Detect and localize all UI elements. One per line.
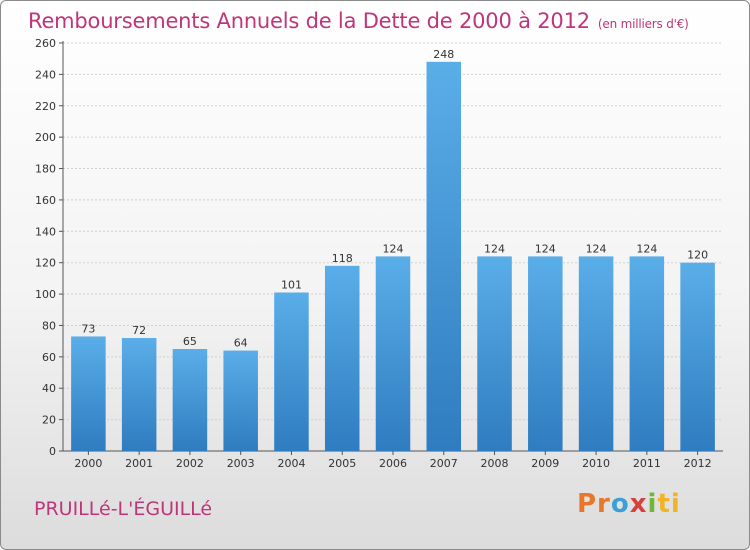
bar	[477, 256, 512, 451]
bar	[680, 262, 715, 451]
y-tick-label: 0	[49, 445, 56, 458]
y-tick-label: 60	[42, 351, 56, 364]
data-label: 124	[484, 242, 505, 255]
bar	[121, 338, 157, 451]
bar	[71, 336, 106, 451]
x-tick-label: 2004	[277, 457, 305, 470]
x-tick-label: 2010	[582, 457, 610, 470]
logo-part: x	[629, 489, 648, 519]
data-label: 124	[636, 242, 657, 255]
logo-part: ti	[657, 489, 681, 519]
y-tick-label: 220	[35, 100, 56, 113]
commune-name: PRUILLé-L'ÉGUILLé	[34, 498, 213, 520]
x-tick-label: 2011	[633, 457, 661, 470]
data-label: 124	[535, 242, 556, 255]
bar	[375, 256, 411, 451]
bar	[223, 350, 258, 451]
data-label: 101	[281, 279, 302, 292]
data-label: 64	[234, 337, 248, 350]
labels: 0 20 40 60 80 100 120 140 160 180 200 220 240 260 73 20…	[35, 37, 712, 470]
y-tick-label: 200	[35, 131, 56, 144]
data-label: 124	[383, 242, 404, 255]
x-tick-label: 2009	[531, 457, 559, 470]
proxiti-logo: Proxiti	[577, 489, 681, 519]
x-tick-label: 2007	[430, 457, 458, 470]
y-tick-label: 120	[35, 257, 56, 270]
y-tick-label: 20	[42, 414, 56, 427]
bar	[274, 292, 309, 451]
x-tick-label: 2002	[176, 457, 204, 470]
x-tick-label: 2005	[328, 457, 356, 470]
y-tick-label: 180	[35, 163, 56, 176]
x-tick-label: 2001	[125, 457, 153, 470]
bar	[528, 256, 563, 451]
bar	[324, 265, 360, 451]
chart-subtitle: (en milliers d'€)	[597, 17, 689, 31]
bar	[172, 349, 208, 451]
bar	[629, 256, 665, 451]
x-tick-label: 2006	[379, 457, 407, 470]
data-label: 73	[81, 322, 95, 335]
x-tick-label: 2012	[684, 457, 712, 470]
bars	[71, 61, 715, 451]
logo-part: o	[610, 489, 630, 519]
logo-part: Pr	[577, 489, 611, 519]
y-tick-label: 40	[42, 382, 56, 395]
y-tick-label: 140	[35, 225, 56, 238]
x-tick-label: 2000	[74, 457, 102, 470]
data-label: 120	[687, 249, 708, 262]
x-tick-label: 2008	[481, 457, 509, 470]
data-label: 118	[332, 252, 353, 265]
bar	[578, 256, 614, 451]
data-label: 65	[183, 335, 197, 348]
data-label: 248	[433, 48, 454, 61]
y-tick-label: 80	[42, 319, 56, 332]
y-tick-label: 240	[35, 68, 56, 81]
logo-part: i	[647, 489, 658, 519]
chart-title: Remboursements Annuels de la Dette de 20…	[28, 9, 689, 33]
chart-title-text: Remboursements Annuels de la Dette de 20…	[28, 9, 590, 33]
data-label: 124	[586, 242, 607, 255]
y-tick-label: 160	[35, 194, 56, 207]
data-label: 72	[132, 324, 146, 337]
bar	[426, 61, 462, 451]
y-tick-label: 260	[35, 37, 56, 50]
x-tick-label: 2003	[227, 457, 255, 470]
y-tick-label: 100	[35, 288, 56, 301]
